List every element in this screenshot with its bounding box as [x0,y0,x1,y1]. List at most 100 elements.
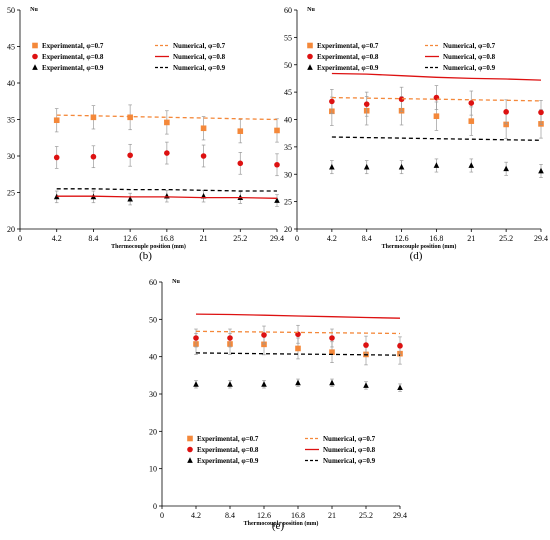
y-tick-label: 50 [284,61,292,70]
legend-label: Numerical, φ=0.8 [443,53,496,61]
x-tick-label: 12.6 [123,234,137,243]
data-point [127,114,133,121]
x-tick-label: 21 [328,511,336,520]
x-tick-label: 12.6 [257,511,271,520]
legend-marker [307,42,313,49]
x-tick-label: 4.2 [52,234,62,243]
x-axis-label: Thermocouple position (mm) [244,520,319,527]
x-tick-label: 21 [467,234,475,243]
series-line [331,72,542,81]
data-point [329,335,335,341]
x-tick-label: 21 [200,234,208,243]
data-point [53,154,60,161]
series-line [331,136,542,141]
legend-marker [187,435,193,442]
x-tick-label: 4.2 [327,234,337,243]
legend-label: Numerical, φ=0.8 [173,53,226,61]
series-line [56,114,278,121]
y-tick-label: 40 [7,79,15,88]
data-point [164,119,170,126]
x-tick-label: 29.4 [270,234,284,243]
data-point [329,349,335,355]
data-point [468,118,475,124]
x-tick-label: 16.8 [429,234,443,243]
panel-caption: (b) [139,250,152,262]
legend-marker [32,42,38,49]
x-axis-label: Thermocouple position (mm) [382,243,457,250]
legend-label: Experimental, φ=0.8 [197,446,259,454]
x-tick-label: 16.8 [160,234,174,243]
data-point [397,384,403,391]
data-point [295,379,301,386]
data-point [193,381,199,387]
legend-label: Experimental, φ=0.7 [42,42,104,50]
series-line [195,352,401,356]
data-point [274,127,280,134]
series-line [195,330,401,335]
y-tick-label: 10 [149,465,157,474]
legend-marker [32,64,38,70]
data-point [274,161,280,168]
y-tick-label: 40 [284,116,292,125]
legend-label: Experimental, φ=0.9 [317,64,379,72]
legend-marker [307,64,313,70]
data-point [363,163,370,170]
data-point [433,113,440,120]
y-tick-label: 30 [149,390,157,399]
x-tick-label: 8.4 [225,511,235,520]
data-point [433,162,440,168]
y-tick-label: 30 [7,152,15,161]
data-point [329,163,335,170]
x-tick-label: 25.2 [499,234,513,243]
legend-label: Experimental, φ=0.9 [197,457,259,465]
data-point [503,121,509,128]
y-tick-label: 25 [7,189,15,198]
data-point [274,197,280,203]
legend-label: Numerical, φ=0.8 [323,446,376,454]
legend-marker [32,53,38,60]
x-tick-label: 12.6 [395,234,409,243]
y-tick-label: 50 [149,315,157,324]
panel-e-chart: 0 10 20 30 40 50 60 0 4.2 8.4 12.6 16.8 21 25.2 29.4 Nu… [149,278,407,532]
y-axis-label: Nu [30,7,38,13]
panel-b-chart: 20 25 30 35 40 45 50 0 4.2 8.4 12.6 16.8 21 25.2 29.4 N… [7,6,284,262]
data-point [538,109,544,116]
y-tick-label: 40 [149,353,157,362]
data-point [227,335,233,341]
y-tick-label: 45 [284,88,292,97]
legend-label: Numerical, φ=0.7 [443,42,496,50]
data-point [200,153,207,159]
data-point [329,379,335,386]
data-point [398,163,405,170]
series-line [56,188,277,192]
legend-label: Numerical, φ=0.9 [323,457,376,465]
y-tick-label: 35 [7,116,15,125]
data-point [164,150,170,156]
legend-label: Experimental, φ=0.8 [317,53,379,61]
x-tick-label: 0 [295,234,299,243]
data-point [164,192,170,199]
y-tick-label: 55 [284,33,292,42]
x-tick-label: 16.8 [291,511,305,520]
y-tick-label: 35 [284,143,292,152]
data-point [237,128,244,134]
y-axis-label: Nu [307,7,315,13]
x-tick-label: 8.4 [88,234,98,243]
y-tick-label: 20 [149,427,157,436]
y-tick-label: 60 [284,6,292,15]
legend-label: Experimental, φ=0.9 [42,64,104,72]
data-point [468,162,475,168]
x-tick-label: 0 [160,511,164,520]
x-tick-label: 0 [18,234,22,243]
y-tick-label: 20 [284,225,292,234]
series-line [195,313,401,319]
x-axis-label: Thermocouple position (mm) [111,243,186,250]
data-point [397,343,403,349]
data-point [127,152,133,159]
data-point [90,153,97,160]
series-line [56,195,278,199]
y-tick-label: 25 [284,198,292,207]
x-tick-label: 25.2 [233,234,247,243]
x-tick-label: 25.2 [359,511,373,520]
